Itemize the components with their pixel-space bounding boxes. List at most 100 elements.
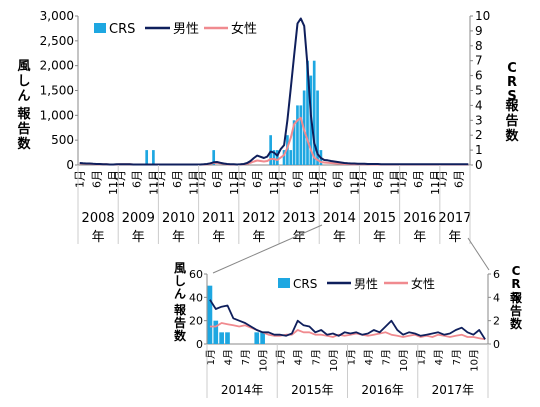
month-tick-label: 1月 xyxy=(355,170,368,188)
crs-bar xyxy=(212,150,216,165)
month-tick-label: 1月 xyxy=(315,170,328,188)
left-tick-label: 2,000 xyxy=(40,59,74,73)
month-tick-label: 1月 xyxy=(154,170,167,188)
left-tick-label: 500 xyxy=(51,133,74,147)
left-tick-label: 60 xyxy=(189,268,203,281)
month-tick-label: 11月 xyxy=(389,170,402,195)
right-tick-label: 3 xyxy=(475,113,483,127)
month-tick-label: 11月 xyxy=(107,170,120,195)
svg-text:報告数: 報告数 xyxy=(510,290,523,331)
inset-month-tick-label: 10月 xyxy=(398,349,410,372)
crs-bar xyxy=(292,120,296,165)
inset-month-tick-label: 4月 xyxy=(363,349,375,365)
month-tick-label: 6月 xyxy=(211,170,224,188)
right-tick-label: 1 xyxy=(475,143,483,157)
left-tick-label: 40 xyxy=(189,291,203,304)
left-tick-label: 0 xyxy=(66,158,74,172)
inset-month-tick-label: 1月 xyxy=(416,349,428,365)
inset-legend-crs-swatch xyxy=(278,278,290,288)
svg-text:CRS: CRS xyxy=(507,61,517,104)
year-label: 2009 xyxy=(122,211,155,226)
month-tick-label: 6月 xyxy=(372,170,385,188)
year-suffix: 年 xyxy=(413,230,426,245)
left-tick-label: 20 xyxy=(189,315,203,328)
year-suffix: 年 xyxy=(252,230,265,245)
inset-chart: 0 20 40 60 0 2 4 6 1月 4月 7月 10月 1月 4月 7月 10月 1月 4月 7月 10月… xyxy=(174,261,523,398)
right-tick-label: 4 xyxy=(475,98,483,112)
month-tick-label: 6月 xyxy=(412,170,425,188)
inset-month-tick-label: 10月 xyxy=(328,349,340,372)
crs-bar xyxy=(312,60,316,166)
inset-month-tick-label: 10月 xyxy=(468,349,480,372)
year-label: 2017 xyxy=(438,211,471,226)
crs-bar xyxy=(272,150,276,165)
month-tick-label: 1月 xyxy=(194,170,207,188)
crs-bar xyxy=(260,332,265,344)
crs-bar xyxy=(152,150,155,165)
inset-legend-crs-label: CRS xyxy=(293,277,317,291)
inset-year-label: 2015年 xyxy=(291,383,334,397)
month-tick-label: 11月 xyxy=(228,170,241,195)
year-suffix: 年 xyxy=(92,230,105,245)
inset-legend: CRS 男性 女性 xyxy=(278,276,435,291)
year-suffix: 年 xyxy=(373,230,386,245)
right-tick-label: 10 xyxy=(475,9,490,23)
crs-bar xyxy=(289,150,293,165)
month-tick-label: 1月 xyxy=(275,170,288,188)
month-tick-label: 6月 xyxy=(291,170,304,188)
zoom-connector-left xyxy=(212,224,323,274)
year-label: 2008 xyxy=(82,211,115,226)
inset-legend-female-label: 女性 xyxy=(411,276,435,291)
year-suffix: 年 xyxy=(132,230,145,245)
inset-month-tick-label: 4月 xyxy=(293,349,305,365)
month-tick-label: 11月 xyxy=(188,170,201,195)
crs-bar xyxy=(213,320,219,344)
inset-year-label: 2016年 xyxy=(361,383,404,397)
right-tick-label: 5 xyxy=(475,84,483,98)
right-tick-label: 8 xyxy=(475,39,483,53)
crs-bar xyxy=(276,150,279,165)
year-suffix: 年 xyxy=(172,230,185,245)
crs-bar xyxy=(219,332,224,344)
inset-month-tick-label: 7月 xyxy=(310,349,322,365)
month-tick-label: 1月 xyxy=(114,170,127,188)
year-label: 2014 xyxy=(323,211,356,226)
crs-bar xyxy=(225,332,230,344)
inset-year-label: 2014年 xyxy=(221,383,264,397)
month-tick-label: 6月 xyxy=(131,170,144,188)
right-tick-label: 2 xyxy=(475,128,483,142)
month-tick-label: 6月 xyxy=(251,170,264,188)
left-tick-label: 3,000 xyxy=(40,9,74,23)
inset-crs-bars xyxy=(207,285,265,344)
year-suffix: 年 xyxy=(212,230,225,245)
right-tick-label: 4 xyxy=(493,291,500,304)
inset-month-tick-label: 4月 xyxy=(433,349,445,365)
right-tick-label: 0 xyxy=(493,338,500,351)
month-tick-label: 1月 xyxy=(436,170,449,188)
main-left-axis-title: 風しん 報告数 xyxy=(17,59,31,152)
year-label: 2016 xyxy=(403,211,436,226)
month-tick-label: 11月 xyxy=(429,170,442,195)
crs-bar xyxy=(306,60,309,166)
main-left-ticks: 0 500 1,000 1,500 2,000 2,500 3,000 xyxy=(40,9,78,172)
crs-bar xyxy=(254,332,260,344)
year-label: 2013 xyxy=(283,211,316,226)
crs-bar xyxy=(286,135,289,165)
inset-year-label: 2017年 xyxy=(432,383,475,397)
legend-male-label: 男性 xyxy=(173,22,199,37)
year-label: 2012 xyxy=(242,211,275,226)
inset-month-tick-label: 7月 xyxy=(381,349,393,365)
inset-month-tick-label: 1月 xyxy=(205,349,217,365)
svg-text:風しん: 風しん xyxy=(17,59,30,104)
male-line xyxy=(79,17,469,166)
year-label: 2011 xyxy=(202,211,235,226)
right-tick-label: 6 xyxy=(475,69,483,83)
right-tick-label: 9 xyxy=(475,24,483,38)
month-tick-label: 6月 xyxy=(171,170,184,188)
month-tick-label: 6月 xyxy=(332,170,345,188)
legend-female-label: 女性 xyxy=(231,21,257,37)
